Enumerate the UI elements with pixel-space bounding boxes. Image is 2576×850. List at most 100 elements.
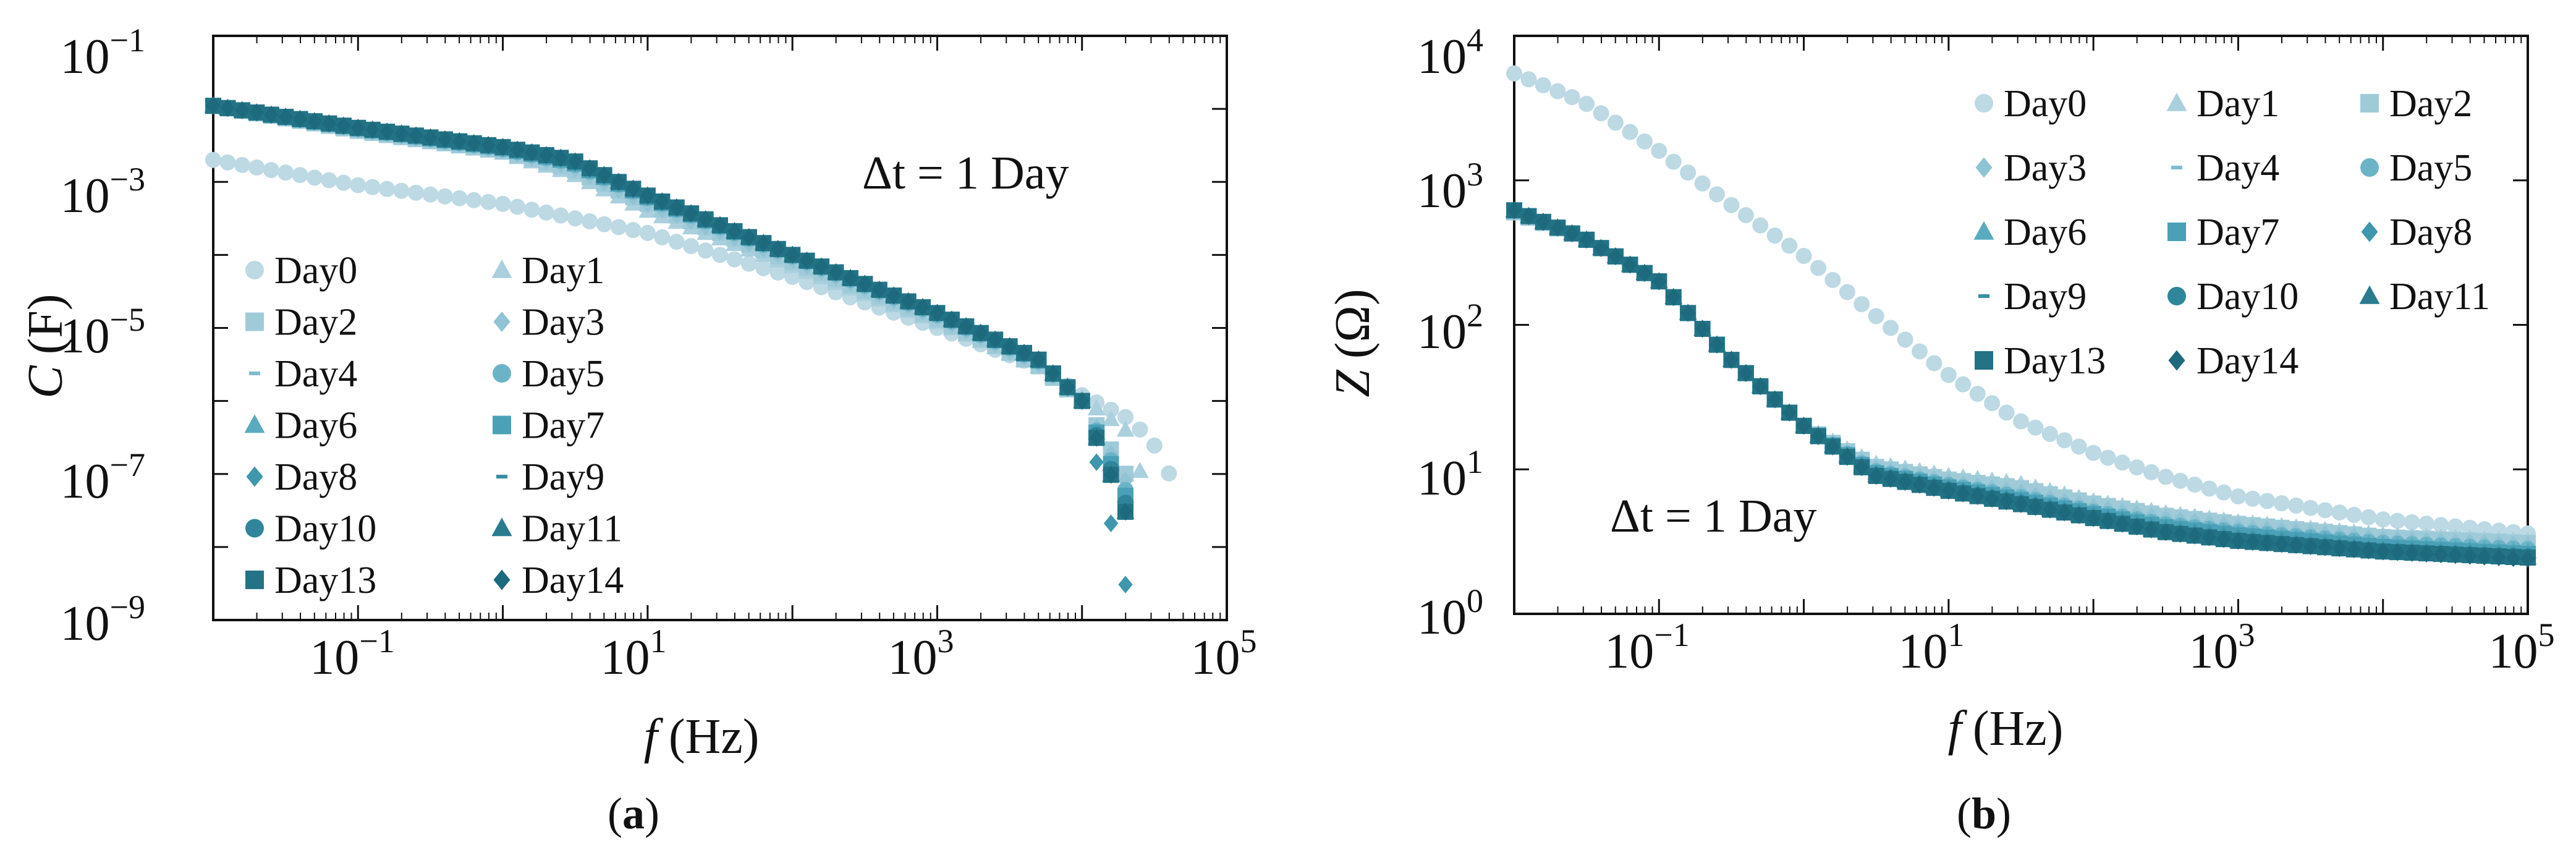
legend-label: Day6 (2004, 211, 2087, 253)
data-point (451, 190, 468, 206)
data-point (1955, 485, 1970, 503)
data-point (669, 198, 684, 216)
data-point (1161, 465, 1177, 482)
legend-label: Day9 (522, 456, 604, 498)
panel-a-y-tick-labels: 10−1 10−3 10−5 10−7 10−9 (61, 22, 145, 651)
data-point (625, 180, 641, 198)
data-point (2057, 503, 2072, 522)
legend-label: Day9 (2004, 276, 2087, 318)
panel-b-data-points (1505, 65, 2537, 568)
data-point (1912, 476, 1927, 494)
legend-item: Day7 (2167, 211, 2279, 253)
data-point (335, 174, 352, 191)
data-point (2259, 493, 2276, 509)
data-point (2477, 548, 2492, 566)
data-point (1869, 467, 1884, 485)
data-point (219, 154, 236, 171)
data-point (2273, 495, 2290, 512)
data-point (307, 112, 322, 130)
data-point (1565, 224, 1580, 242)
legend-item: Day5 (2360, 147, 2472, 189)
data-point (1564, 89, 1580, 106)
data-point (2245, 533, 2260, 551)
data-point (2115, 515, 2130, 533)
data-point (1665, 153, 1682, 170)
data-point (553, 207, 569, 224)
data-point (494, 195, 511, 212)
panel-a-capacitance-chart: 10−1 10−3 10−5 10−7 10−9 10−1 101 103 10… (19, 22, 1257, 838)
data-point (509, 198, 525, 215)
data-point (2447, 518, 2464, 535)
data-point (1089, 453, 1104, 471)
data-point (872, 281, 887, 299)
data-point (249, 103, 264, 122)
data-point (2347, 540, 2362, 559)
legend-label: Day2 (2389, 83, 2472, 125)
data-point (900, 292, 916, 310)
legend-item: Day4 (2171, 147, 2279, 189)
data-point (1017, 344, 1032, 362)
data-point (235, 101, 250, 119)
data-point (495, 138, 511, 156)
data-point (959, 317, 973, 336)
legend-marker (493, 415, 511, 435)
data-point (2201, 480, 2218, 497)
data-point (2070, 438, 2087, 455)
data-point (1651, 143, 1667, 159)
panel-a-data-points (204, 96, 1177, 593)
y-tick-label: 103 (1417, 156, 1483, 218)
data-point (857, 275, 872, 293)
legend-item: Day5 (493, 353, 604, 395)
panel-b-delta-t-annotation: Δt = 1 Day (1610, 490, 1816, 542)
data-point (234, 156, 250, 173)
data-point (843, 269, 858, 287)
data-point (2462, 519, 2478, 536)
legend-label: Day0 (2004, 83, 2087, 125)
data-point (1926, 478, 1942, 497)
data-point (2274, 535, 2289, 553)
legend-item: Day9 (496, 456, 604, 498)
data-point (771, 240, 786, 258)
y-tick-label: 10−1 (61, 22, 145, 84)
legend-marker (496, 475, 507, 478)
data-point (1506, 65, 1522, 82)
panel-b-x-axis-label: f (Hz) (1948, 702, 2064, 756)
data-point (2099, 449, 2116, 466)
data-point (2129, 517, 2145, 536)
data-point (2014, 495, 2028, 513)
data-point (307, 169, 323, 186)
data-point (567, 210, 583, 227)
data-point (769, 264, 786, 281)
data-point (1146, 437, 1163, 454)
data-point (2043, 501, 2057, 519)
data-point (2345, 506, 2362, 523)
data-point (640, 187, 655, 205)
legend-marker (1973, 221, 1994, 240)
legend-label: Day2 (274, 302, 357, 344)
legend-item: Day6 (244, 405, 357, 447)
legend-item: Day1 (491, 250, 604, 292)
x-tick-label: 10−1 (310, 623, 394, 685)
legend-item: Day2 (2360, 83, 2472, 125)
legend-marker (2167, 223, 2186, 241)
data-point (2404, 514, 2420, 530)
data-point (742, 228, 756, 246)
legend-marker (2167, 287, 2186, 305)
legend-label: Day8 (274, 456, 357, 498)
data-point (1766, 227, 1783, 244)
data-point (2187, 477, 2203, 493)
data-point (713, 216, 727, 234)
panel-a-y-axis-label: C(F) (19, 294, 73, 398)
data-point (2056, 432, 2073, 449)
data-point (668, 234, 685, 250)
data-point (596, 216, 612, 232)
panel-a-label: (a) (608, 789, 659, 838)
panel-b-series-day0 (1506, 65, 2536, 542)
y-tick-label: 10−9 (61, 589, 145, 651)
data-point (1593, 239, 1609, 257)
data-point (1723, 197, 1740, 213)
data-point (1087, 399, 1106, 416)
legend-label: Day11 (522, 508, 622, 550)
legend-item: Day0 (245, 250, 357, 292)
